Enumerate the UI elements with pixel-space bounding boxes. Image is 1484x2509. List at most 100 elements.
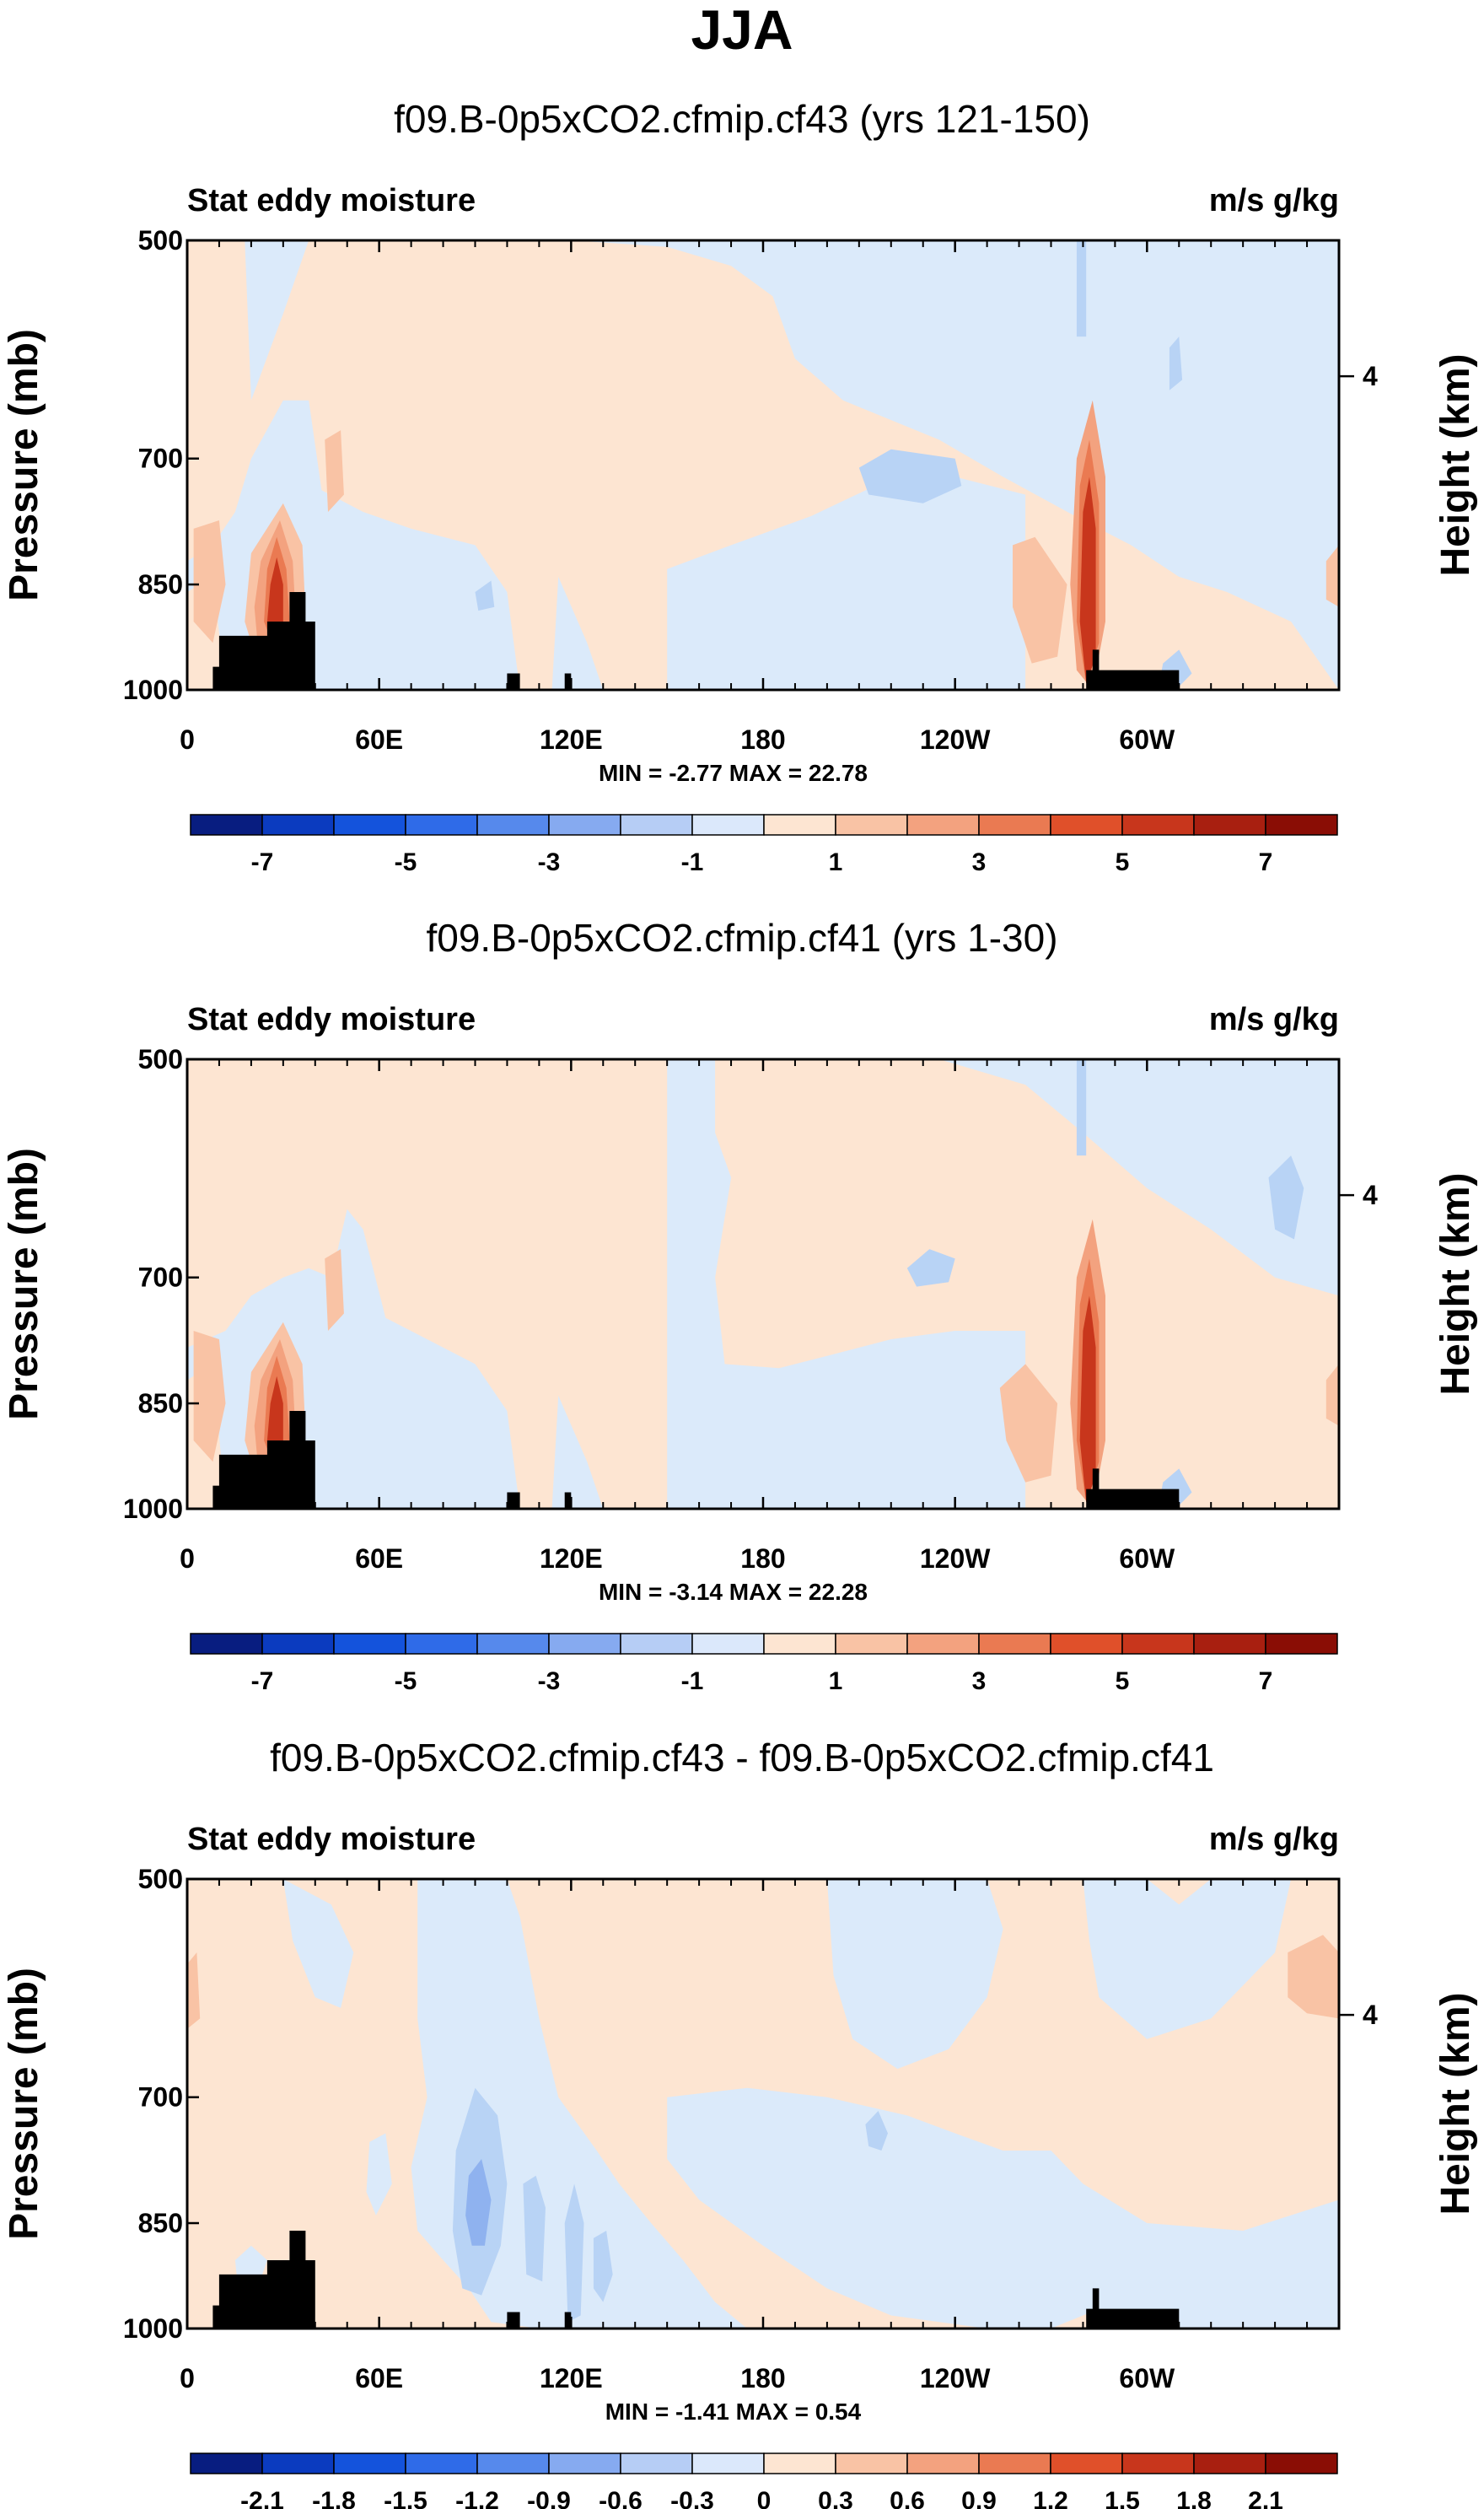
y-right-tick-label: 4: [1363, 361, 1378, 391]
colorbar-swatch: [261, 2452, 335, 2474]
colorbar-swatch: [906, 2452, 980, 2474]
contour-region: [266, 1376, 283, 1462]
terrain-mask: [1086, 2288, 1180, 2329]
min-max-label: MIN = -2.77 MAX = 22.78: [599, 760, 868, 786]
chart-panel-2: f09.B-0p5xCO2.cfmip.cf41 (yrs 1-30) Stat …: [2, 916, 1478, 1695]
contour-region: [187, 1059, 668, 1509]
colorbar-swatch: [261, 1633, 335, 1655]
x-tick-label: 120W: [920, 724, 991, 755]
y-tick-label: 500: [138, 225, 183, 256]
y-tick-label: 850: [138, 1388, 183, 1419]
x-tick-label: 180: [740, 724, 785, 755]
y-tick-label: 850: [138, 2208, 183, 2238]
colorbar-swatch: [476, 814, 550, 836]
y-right-tick-label: 4: [1363, 2000, 1378, 2030]
y-axis-label: Pressure (mb): [2, 1148, 46, 1420]
contour-region: [593, 2231, 613, 2302]
colorbar-label: 3: [972, 848, 987, 876]
colorbar-label: 1.5: [1105, 2487, 1140, 2509]
panel-right-label: m/s g/kg: [1209, 1002, 1339, 1037]
panel-right-label: m/s g/kg: [1209, 1822, 1339, 1857]
contour-region: [1013, 536, 1067, 664]
contour-region: [1083, 1879, 1292, 2039]
colorbar-swatch: [620, 814, 693, 836]
colorbar-swatch: [978, 814, 1051, 836]
colorbar-swatch: [1121, 1633, 1195, 1655]
x-tick-label: 120E: [540, 724, 603, 755]
terrain-mask: [507, 673, 520, 690]
panel-title: f09.B-0p5xCO2.cfmip.cf43 (yrs 121-150): [394, 97, 1090, 141]
colorbar-swatch: [190, 1633, 263, 1655]
colorbar-swatch: [763, 814, 836, 836]
colorbar-label: -3: [538, 848, 561, 876]
y-tick-label: 1000: [123, 2313, 183, 2344]
terrain-mask: [1086, 649, 1180, 690]
colorbar-swatch: [1121, 814, 1195, 836]
colorbar-label: -1: [681, 1667, 704, 1695]
x-tick-label: 180: [740, 2363, 785, 2393]
colorbar-swatch: [763, 2452, 836, 2474]
min-max-label: MIN = -3.14 MAX = 22.28: [599, 1579, 868, 1605]
colorbar-label: 1.8: [1176, 2487, 1212, 2509]
panel-left-label: Stat eddy moisture: [187, 1002, 476, 1037]
x-tick-label: 0: [180, 1543, 195, 1574]
panel-title: f09.B-0p5xCO2.cfmip.cf41 (yrs 1-30): [426, 916, 1057, 960]
x-tick-label: 60E: [355, 2363, 403, 2393]
colorbar-swatch: [333, 814, 406, 836]
colorbar-swatch: [405, 2452, 478, 2474]
colorbar-swatch: [548, 814, 621, 836]
y-right-axis-label: Height (km): [1433, 354, 1478, 577]
colorbar-swatch: [691, 2452, 765, 2474]
colorbar-swatch: [691, 814, 765, 836]
colorbar-label: -0.3: [670, 2487, 714, 2509]
colorbar-label: -5: [395, 1667, 417, 1695]
colorbar-swatch: [261, 814, 335, 836]
contour-region: [1079, 1295, 1096, 1503]
colorbar-label: -5: [395, 848, 417, 876]
colorbar-swatch: [476, 2452, 550, 2474]
panel-left-label: Stat eddy moisture: [187, 1822, 476, 1857]
contour-region: [1076, 240, 1087, 337]
colorbar-swatch: [1193, 2452, 1266, 2474]
contour-region: [475, 580, 495, 611]
colorbar-swatch: [906, 814, 980, 836]
contour-field: [187, 240, 1339, 690]
colorbar-label: 7: [1259, 848, 1273, 876]
y-axis-label: Pressure (mb): [2, 1968, 46, 2240]
contour-region: [1325, 545, 1339, 607]
y-right-axis-label: Height (km): [1433, 1993, 1478, 2216]
y-tick-label: 700: [138, 444, 183, 474]
contour-region: [826, 1879, 1003, 2070]
contour-region: [266, 557, 283, 643]
contour-region: [366, 2133, 392, 2216]
colorbar-swatch: [1193, 1633, 1266, 1655]
contour-region: [193, 1331, 226, 1462]
colorbar-swatch: [1050, 1633, 1123, 1655]
contour-region: [858, 449, 962, 503]
x-tick-label: 120E: [540, 1543, 603, 1574]
contour-region: [1079, 476, 1096, 684]
x-tick-label: 120W: [920, 1543, 991, 1574]
panel-right-label: m/s g/kg: [1209, 183, 1339, 218]
colorbar-swatch: [333, 2452, 406, 2474]
colorbar-swatch: [476, 1633, 550, 1655]
contour-region: [865, 2111, 888, 2151]
y-right-axis-label: Height (km): [1433, 1173, 1478, 1396]
colorbar-label: 5: [1116, 848, 1130, 876]
x-tick-label: 120W: [920, 2363, 991, 2393]
colorbar-swatch: [548, 1633, 621, 1655]
x-tick-label: 0: [180, 724, 195, 755]
contour-region: [187, 1952, 201, 2029]
y-right-tick-label: 4: [1363, 1180, 1378, 1210]
colorbar-swatch: [620, 2452, 693, 2474]
contour-region: [523, 2175, 546, 2282]
colorbar-label: -1.5: [384, 2487, 427, 2509]
contour-region: [325, 1249, 344, 1331]
y-tick-label: 500: [138, 1044, 183, 1074]
terrain-mask: [564, 2312, 572, 2329]
colorbar-label: -7: [251, 1667, 274, 1695]
contour-region: [282, 1879, 354, 2008]
terrain-mask: [507, 1492, 520, 1509]
colorbar-swatch: [978, 1633, 1051, 1655]
